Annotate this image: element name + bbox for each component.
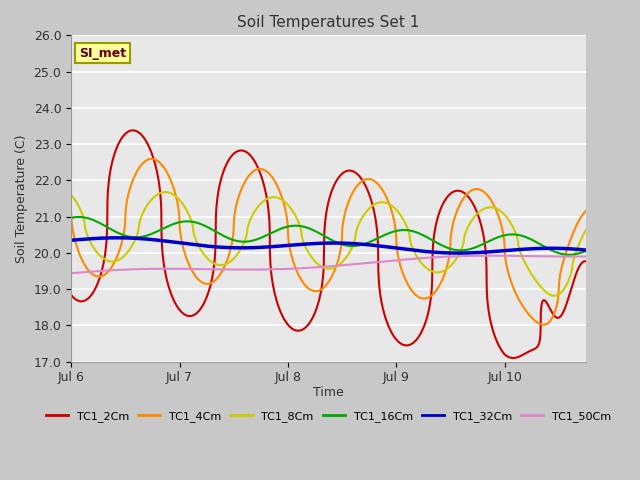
Line: TC1_8Cm: TC1_8Cm [71,192,586,296]
TC1_16Cm [568,252,575,258]
TC1_50Cm [567,253,575,259]
TC1_4Cm [93,274,101,279]
TC1_4Cm [148,156,156,162]
TC1_8Cm [161,189,169,195]
TC1_16Cm [567,252,575,258]
TC1_16Cm [94,219,102,225]
TC1_4Cm [568,234,575,240]
TC1_4Cm [582,208,589,214]
TC1_2Cm [93,281,101,287]
Line: TC1_2Cm: TC1_2Cm [71,131,586,358]
TC1_50Cm [489,253,497,259]
TC1_32Cm [67,237,75,243]
TC1_32Cm [568,246,575,252]
Line: TC1_16Cm: TC1_16Cm [71,217,586,255]
TC1_32Cm [113,235,121,240]
Line: TC1_50Cm: TC1_50Cm [71,256,586,273]
TC1_2Cm [318,285,326,290]
TC1_16Cm [67,215,75,221]
TC1_16Cm [75,214,83,220]
TC1_8Cm [304,249,312,254]
Text: SI_met: SI_met [79,47,126,60]
TC1_50Cm [304,265,312,271]
TC1_4Cm [567,235,575,240]
TC1_32Cm [454,250,462,256]
TC1_2Cm [473,209,481,215]
TC1_32Cm [93,236,101,241]
TC1_2Cm [129,128,136,133]
TC1_4Cm [540,322,547,328]
Legend: TC1_2Cm, TC1_4Cm, TC1_8Cm, TC1_16Cm, TC1_32Cm, TC1_50Cm: TC1_2Cm, TC1_4Cm, TC1_8Cm, TC1_16Cm, TC1… [42,407,616,426]
TC1_50Cm [582,253,589,259]
TC1_32Cm [304,241,312,247]
TC1_16Cm [318,232,326,238]
Line: TC1_4Cm: TC1_4Cm [71,159,586,325]
TC1_8Cm [568,269,575,275]
TC1_4Cm [473,186,481,192]
TC1_2Cm [67,292,75,298]
X-axis label: Time: Time [313,386,344,399]
TC1_2Cm [304,322,312,328]
TC1_8Cm [93,250,101,256]
TC1_50Cm [317,264,325,270]
Title: Soil Temperatures Set 1: Soil Temperatures Set 1 [237,15,420,30]
TC1_32Cm [318,240,326,246]
TC1_32Cm [582,247,589,253]
TC1_32Cm [567,246,575,252]
TC1_8Cm [567,270,575,276]
TC1_8Cm [582,227,589,233]
TC1_8Cm [550,293,558,299]
TC1_2Cm [568,285,575,291]
TC1_2Cm [582,258,589,264]
TC1_8Cm [318,264,326,270]
TC1_16Cm [582,248,589,254]
TC1_16Cm [565,252,573,258]
TC1_16Cm [304,225,312,231]
TC1_8Cm [473,211,481,217]
TC1_50Cm [93,268,101,274]
Y-axis label: Soil Temperature (C): Soil Temperature (C) [15,134,28,263]
TC1_4Cm [318,286,326,292]
TC1_50Cm [472,253,480,259]
TC1_16Cm [473,244,481,250]
Line: TC1_32Cm: TC1_32Cm [71,238,586,253]
TC1_50Cm [567,253,575,259]
TC1_2Cm [509,355,517,361]
TC1_32Cm [473,250,481,255]
TC1_4Cm [67,210,75,216]
TC1_2Cm [567,286,575,292]
TC1_50Cm [67,270,75,276]
TC1_4Cm [304,285,312,291]
TC1_8Cm [67,192,75,198]
